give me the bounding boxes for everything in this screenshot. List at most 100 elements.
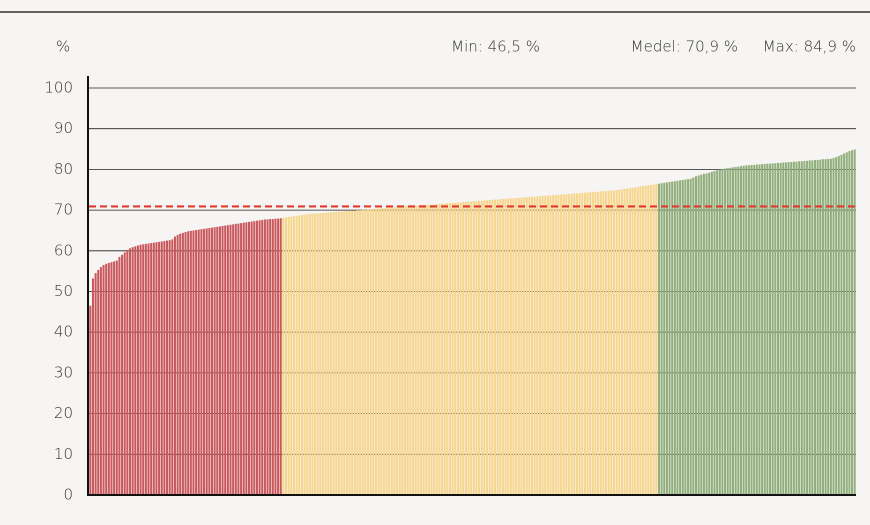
bar [279,218,282,496]
bar [287,217,290,496]
bar [536,196,539,495]
bar [483,200,486,495]
bar [263,219,266,495]
bar [367,209,370,495]
bar [345,210,348,495]
bar [411,206,414,495]
bar [647,185,650,495]
bar [501,199,504,495]
bar [581,193,584,496]
bar [274,218,277,495]
bar [549,195,552,495]
bar [329,212,333,495]
bar [692,177,695,496]
bar [504,198,507,496]
bar [171,239,174,495]
bar [324,212,327,496]
bar [314,213,317,495]
bar [160,241,163,495]
bar [800,161,803,495]
bar [446,203,449,495]
stat-label: Medel: 70,9 % [631,38,738,56]
bar [665,182,668,495]
bar [829,158,832,495]
bar [377,208,380,496]
bar [742,165,745,495]
bar [255,220,258,495]
bar [660,183,663,495]
bar [631,187,634,495]
bar [734,166,737,495]
bar [359,210,362,495]
bar [115,260,118,495]
bar [168,240,171,495]
bar [689,178,692,496]
bar [851,150,854,495]
bar [470,201,473,496]
bar [213,227,216,495]
bar [303,214,306,495]
bar [234,223,237,496]
bar [208,228,211,495]
bar [480,200,483,495]
bar [99,267,102,495]
bar [181,232,184,495]
bar [787,162,790,495]
bar [739,166,742,496]
bar [676,180,679,495]
bar [718,169,721,495]
bar [464,201,467,495]
bar [769,163,772,495]
bar [110,262,113,495]
bar [91,278,94,495]
bar [819,159,822,495]
bar [306,214,309,496]
bar [139,244,142,495]
bar [218,226,221,495]
bar [779,162,782,495]
bar [710,171,713,496]
bar [176,234,179,495]
bar [438,203,441,495]
bar [538,196,541,495]
bar [499,199,502,495]
bar [716,170,719,496]
bar [705,173,708,495]
bar [562,194,565,496]
bar [277,218,280,495]
bar [353,210,356,495]
bar [441,203,444,495]
bar [435,203,438,495]
bar [372,208,375,495]
bar [380,208,383,496]
bar [195,230,198,495]
bar [589,192,592,495]
bar [837,155,840,495]
y-axis-label: % [56,38,70,56]
bar [597,191,600,495]
bar [573,193,576,495]
bar [472,201,475,495]
bar [605,190,608,495]
bar [189,230,192,495]
bar [758,164,761,496]
bar [197,229,200,496]
bar [668,182,671,495]
bar [790,162,793,495]
bar [639,186,642,495]
bar [388,207,391,495]
bar [192,230,195,495]
bar [245,222,248,495]
bar [493,199,496,495]
bar [626,188,629,496]
bar [729,167,732,495]
bar [398,206,401,495]
bar [544,195,547,496]
bar [845,152,848,495]
bar [163,241,166,495]
bar [766,163,769,495]
bar [348,210,351,495]
bar [636,186,639,495]
bar [774,163,777,496]
bar [724,168,727,495]
